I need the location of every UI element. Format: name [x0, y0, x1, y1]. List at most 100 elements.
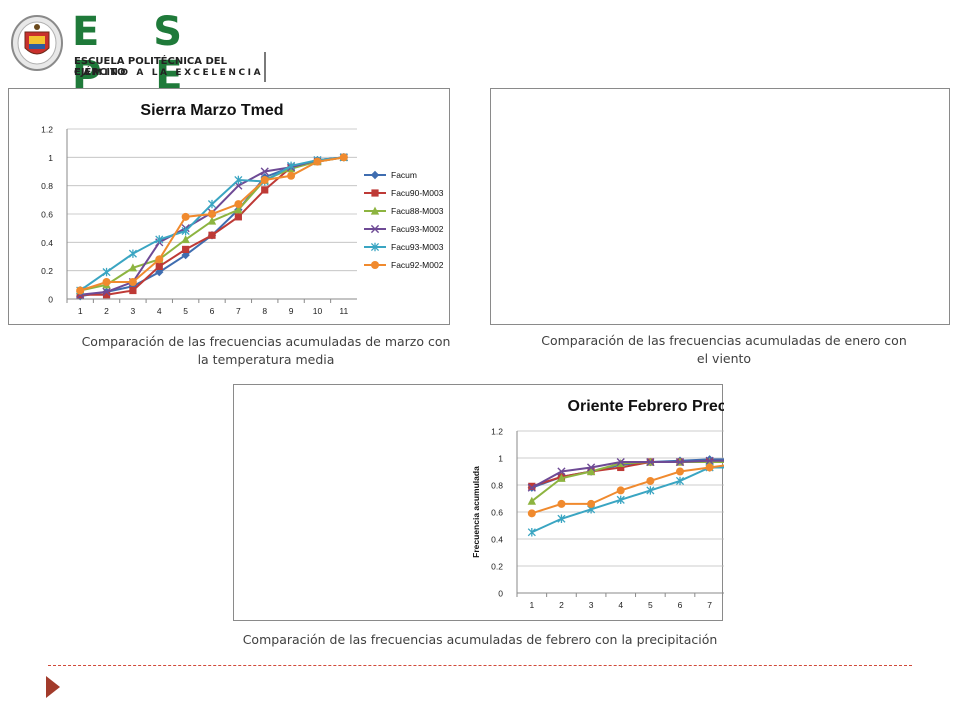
x-tick-label: 5 [648, 600, 653, 610]
data-point [207, 216, 217, 225]
y-tick-label: 1 [498, 454, 503, 464]
legend-marker [370, 224, 380, 234]
data-point [339, 153, 348, 162]
data-point [287, 171, 296, 180]
data-point [527, 528, 536, 537]
x-tick-label: 1 [529, 600, 534, 610]
data-point [260, 167, 269, 176]
x-tick-label: 8 [262, 306, 267, 316]
data-point [260, 176, 269, 184]
data-point [675, 476, 685, 486]
espe-seal-icon [11, 15, 63, 71]
y-tick-label: 0.8 [41, 181, 53, 191]
data-point [557, 467, 566, 476]
data-point [616, 457, 625, 467]
y-tick-label: 1.2 [41, 125, 53, 135]
legend-marker [371, 261, 379, 269]
x-tick-label: 4 [618, 600, 623, 610]
logo-letters: E S P E [72, 9, 203, 99]
legend-label: Facu88-M003 [391, 206, 444, 216]
series-Facu90-M003 [76, 153, 348, 299]
y-tick-label: 0.6 [41, 210, 53, 220]
data-point [527, 483, 536, 492]
data-point [676, 467, 684, 476]
data-point [182, 245, 190, 254]
legend-entry: Facu90-M003 [364, 188, 444, 198]
data-point [155, 262, 163, 271]
chart-oriente-febrero: Oriente Febrero Precipitación 0 0.2 0.4 0.6 0… [233, 384, 724, 621]
data-point [527, 496, 537, 505]
legend-label: Facu90-M003 [391, 188, 444, 198]
legend-entry: Facu92-M002 [364, 260, 444, 270]
series-Facu92-M002 [76, 153, 348, 295]
chart-oriente-febrero-plot: Oriente Febrero Precipitación 0 0.2 0.4 0.6 0… [471, 398, 724, 610]
data-point [557, 514, 566, 523]
data-point [181, 226, 190, 236]
series-line [80, 156, 344, 296]
legend-marker [370, 242, 380, 252]
caption-oriente-febrero: Comparación de las frecuencias acumulada… [242, 632, 718, 647]
series-Facu96-M189 [527, 463, 724, 518]
x-tick-label: 7 [236, 306, 241, 316]
legend-label: Facu93-M002 [391, 224, 444, 234]
legend-label: Facu93-M003 [391, 242, 444, 252]
y-tick-label: 1 [48, 153, 53, 163]
x-tick-label: 3 [131, 306, 136, 316]
caption-sierra-marzo: Comparación de las frecuencias acumulada… [81, 334, 451, 367]
data-point [675, 457, 685, 467]
series-line [80, 156, 344, 296]
data-point [586, 463, 596, 472]
data-point [705, 463, 714, 472]
logo-motto: CAMINO A LA EXCELENCIA [74, 68, 264, 78]
data-point [557, 473, 566, 482]
y-tick-label: 1.2 [491, 427, 503, 437]
data-point [646, 476, 655, 485]
series-Facu92-M189 [527, 456, 724, 492]
data-point [234, 200, 243, 209]
data-point [181, 235, 190, 244]
data-point [155, 255, 164, 264]
x-tick-label: 11 [339, 306, 348, 316]
series-Facu88-M003 [75, 152, 349, 295]
chart-sierra-marzo: Sierra Marzo Tmed 0 0.2 0.4 0.6 0.8 1 1.2 1 2 3 4 5 6… [8, 88, 450, 325]
data-point [586, 467, 596, 476]
logo-divider [264, 52, 266, 82]
logo-subtitle: ESCUELA POLITÉCNICA DEL EJÉRCITO [74, 56, 227, 78]
x-tick-label: 10 [313, 306, 323, 316]
espe-logo: E S P E ESCUELA POLITÉCNICA DEL EJÉRCITO… [6, 8, 266, 98]
data-point [155, 235, 164, 244]
chart-costa-enero-plot: Costa Enero Viento00.20.40.60.811.212345… [491, 89, 951, 326]
legend-entry: Facu93-M002 [364, 224, 444, 234]
x-tick-label: 7 [707, 600, 712, 610]
data-point [234, 213, 242, 221]
data-point [234, 205, 243, 214]
y-axis-label: Frecuencia acumulada [471, 466, 481, 558]
legend-label: Facum [391, 170, 417, 180]
data-point [617, 463, 625, 472]
data-point [128, 278, 137, 286]
y-tick-label: 0.2 [491, 562, 503, 572]
chart-title: Sierra Marzo Tmed [140, 102, 283, 119]
data-point [208, 210, 216, 218]
data-point [129, 286, 137, 295]
data-point [587, 499, 596, 508]
chart-sierra-marzo-plot: Sierra Marzo Tmed 0 0.2 0.4 0.6 0.8 1 1.2 1 2 3 4 5 6… [41, 102, 444, 316]
legend-label: Facu92-M002 [391, 260, 444, 270]
data-point [616, 495, 625, 505]
legend-entry: Facum [364, 170, 417, 180]
data-point [181, 212, 190, 221]
data-point [102, 287, 111, 297]
y-tick-label: 0.2 [41, 266, 53, 276]
caption-costa-enero: Comparación de las frecuencias acumulada… [541, 333, 907, 366]
data-point [234, 175, 243, 185]
x-tick-label: 9 [289, 306, 294, 316]
data-point [646, 486, 655, 495]
x-tick-label: 6 [210, 306, 215, 316]
data-point [102, 291, 111, 299]
data-point [705, 456, 714, 465]
data-point [208, 231, 216, 239]
x-tick-label: 5 [183, 306, 188, 316]
data-point [527, 509, 536, 518]
x-tick-label: 6 [678, 600, 683, 610]
data-point [287, 161, 296, 171]
